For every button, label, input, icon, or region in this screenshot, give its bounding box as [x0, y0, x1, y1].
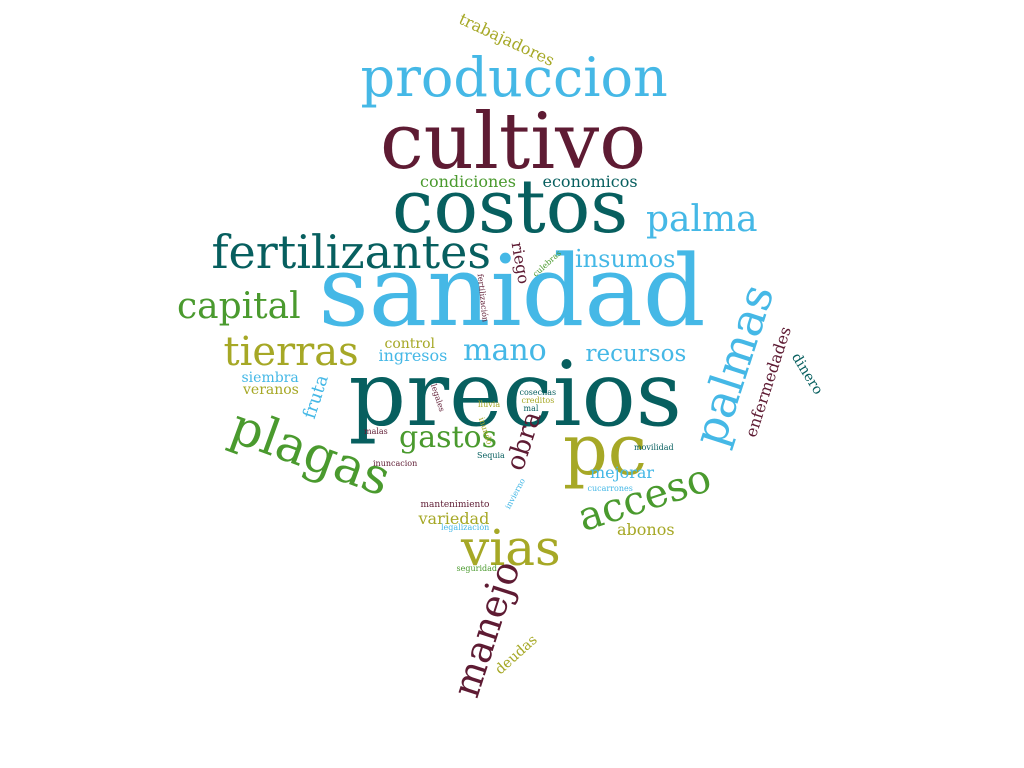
- word-sequia: Sequia: [477, 451, 505, 460]
- word-mal: mal: [523, 404, 539, 413]
- word-economicos: economicos: [542, 172, 638, 191]
- word-cosechas: cosechas: [519, 388, 557, 397]
- word-palma: palma: [646, 199, 758, 240]
- word-inuncacion: inuncacion: [373, 459, 418, 468]
- word-mano: mano: [463, 333, 547, 368]
- word-cucarrones: cucarrones: [587, 484, 633, 493]
- word-precios: precios: [348, 342, 682, 447]
- word-manejo: manejo: [443, 555, 529, 703]
- word-invierno: invierno: [502, 476, 527, 511]
- word-veranos: veranos: [243, 382, 299, 398]
- word-fertilizantes: fertilizantes: [211, 225, 491, 279]
- word-variedad: variedad: [418, 509, 490, 528]
- word-fruta: fruta: [298, 372, 333, 422]
- word-produccion: produccion: [360, 46, 668, 109]
- word-seguridad: seguridad: [456, 564, 498, 573]
- word-tierras: tierras: [223, 329, 359, 375]
- word-cultivo: cultivo: [380, 97, 647, 187]
- word-ingresos: ingresos: [378, 346, 448, 365]
- word-mantenimiento: mantenimiento: [420, 499, 490, 510]
- word-vias: vias: [461, 519, 561, 577]
- word-gastos: gastos: [399, 420, 497, 455]
- word-costos: costos: [392, 164, 629, 250]
- word-condiciones: condiciones: [420, 172, 516, 191]
- word-capital: capital: [177, 286, 301, 327]
- word-insumos: insumos: [575, 245, 676, 273]
- word-abonos: abonos: [617, 520, 675, 539]
- word-sanidad: sanidad: [318, 235, 706, 349]
- word-recursos: recursos: [585, 340, 687, 367]
- word-mejorar: mejorar: [590, 463, 655, 482]
- word-dinero: dinero: [787, 350, 826, 398]
- word-siembra: siembra: [241, 370, 299, 386]
- word-lluvia: lluvia: [478, 400, 501, 409]
- word-control: control: [384, 336, 436, 352]
- word-legalizacion: legalización: [441, 523, 490, 532]
- word-creditos: creditos: [521, 396, 555, 405]
- word-malas: malas: [364, 427, 388, 436]
- word-pc: pc: [563, 409, 648, 491]
- word-movilidad: movilidad: [634, 443, 674, 452]
